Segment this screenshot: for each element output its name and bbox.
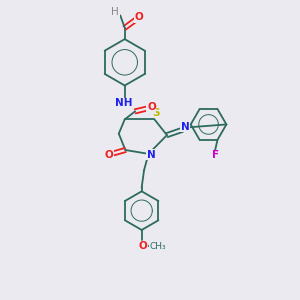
- Text: F: F: [212, 150, 219, 160]
- Text: CH₃: CH₃: [150, 242, 166, 251]
- Text: H: H: [111, 7, 119, 17]
- Text: N: N: [146, 150, 155, 160]
- Text: O: O: [135, 12, 143, 22]
- Text: O: O: [138, 241, 147, 251]
- Text: O: O: [147, 102, 156, 112]
- Text: O: O: [105, 150, 113, 160]
- Text: NH: NH: [115, 98, 132, 108]
- Text: N: N: [181, 122, 190, 132]
- Text: S: S: [152, 108, 160, 118]
